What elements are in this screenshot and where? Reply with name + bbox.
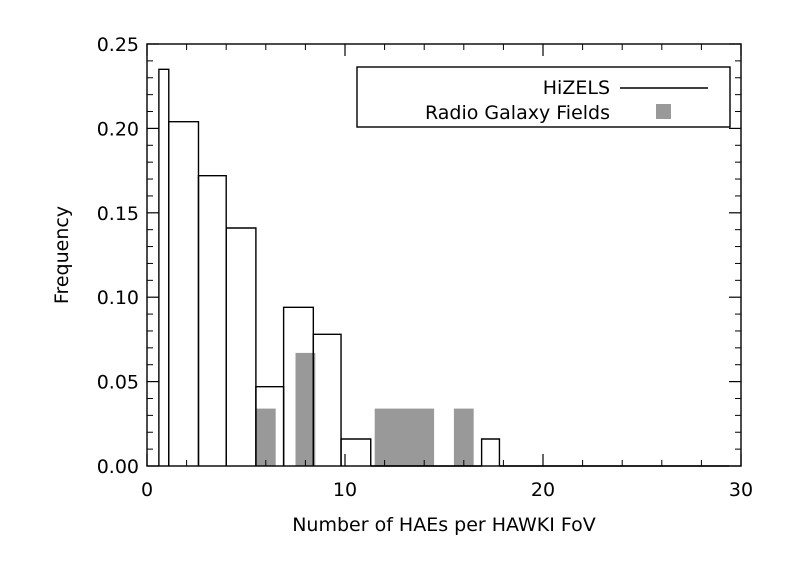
hizels-bin-1 [168,120,200,466]
x-tick-labels: 0 10 20 30 [141,479,753,501]
radio-galaxy-bar-2 [374,408,435,466]
x-axis-label: Number of HAEs per HAWKI FoV [292,514,596,536]
radio-galaxy-bar-0 [255,408,276,466]
hizels-bin-0 [158,68,170,466]
y-tick-label-1: 0.05 [97,372,139,394]
hizels-bin-7 [340,438,372,466]
hizels-step-layer [158,68,730,467]
legend-label-hizels: HiZELS [543,77,610,99]
y-tick-label-0: 0.00 [97,456,139,478]
hizels-bin-2 [197,174,227,466]
y-tick-label-4: 0.20 [97,118,139,140]
legend-swatch-radio-galaxy-fields [656,104,671,119]
radio-galaxy-bar-1 [295,352,316,466]
plot-frame [146,43,742,467]
legend-label-radio-galaxy-fields: Radio Galaxy Fields [425,102,610,124]
radio-galaxy-bar-3 [453,408,474,466]
x-tick-label-1: 10 [333,479,357,501]
y-tick-label-5: 0.25 [97,34,139,56]
x-tick-label-2: 20 [531,479,555,501]
x-tick-label-3: 30 [729,479,753,501]
axis-ticks [146,43,742,467]
hizels-bin-9 [480,438,501,466]
x-tick-label-0: 0 [141,479,153,501]
hizels-bin-3 [225,227,257,466]
y-tick-label-3: 0.15 [97,203,139,225]
y-axis-label: Frequency [51,206,73,304]
radio-galaxy-bars [255,352,474,466]
y-tick-label-2: 0.10 [97,287,139,309]
legend: HiZELS Radio Galaxy Fields [356,66,731,128]
hizels-bin-6 [312,333,342,466]
y-tick-labels: 0.00 0.05 0.10 0.15 0.20 0.25 [97,34,139,478]
